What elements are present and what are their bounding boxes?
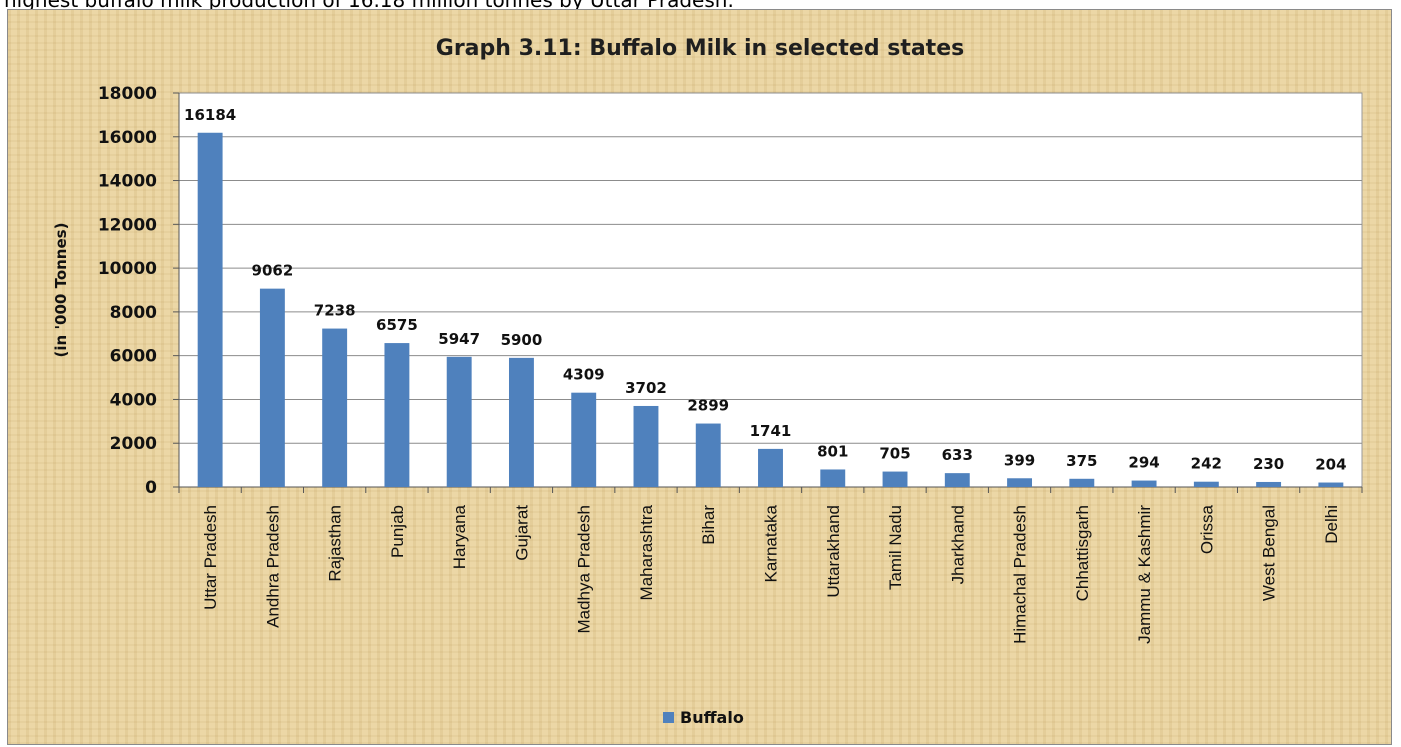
data-label: 7238 <box>314 302 356 320</box>
legend-swatch <box>663 712 674 723</box>
bar <box>197 132 223 487</box>
y-tick-label: 14000 <box>98 172 157 192</box>
y-axis-label: (in '000 Tonnes) <box>52 223 70 358</box>
data-label: 294 <box>1128 454 1159 472</box>
data-label: 16184 <box>184 106 236 124</box>
bar <box>1131 480 1157 487</box>
category-label: Bihar <box>699 505 718 545</box>
bar <box>633 405 659 487</box>
y-tick-label: 10000 <box>98 259 157 279</box>
data-label: 375 <box>1066 452 1097 470</box>
y-tick-label: 0 <box>145 478 157 498</box>
data-label: 633 <box>942 446 973 464</box>
bar <box>384 343 410 487</box>
category-label: Punjab <box>388 505 407 558</box>
data-label: 1741 <box>750 422 792 440</box>
bar <box>259 288 285 487</box>
y-tick-label: 18000 <box>98 84 157 104</box>
chart-title: Graph 3.11: Buffalo Milk in selected sta… <box>436 36 964 61</box>
category-label: West Bengal <box>1260 505 1279 601</box>
legend: Buffalo <box>663 708 744 727</box>
bar <box>508 357 534 487</box>
category-label: Delhi <box>1322 505 1341 544</box>
category-label: Tamil Nadu <box>886 505 905 590</box>
y-tick-label: 12000 <box>98 215 157 235</box>
category-label: Andhra Pradesh <box>263 505 282 628</box>
y-tick-label: 4000 <box>110 390 157 410</box>
category-label: Rajasthan <box>326 505 345 582</box>
bar <box>1069 478 1095 487</box>
category-label: Uttarakhand <box>824 505 843 598</box>
bar <box>1256 481 1282 487</box>
y-tick-label: 6000 <box>110 347 157 367</box>
bar <box>446 356 472 487</box>
x-axis: Uttar Pradesh Andhra Pradesh Rajasthan Punj… <box>178 487 1363 644</box>
category-label: Himachal Pradesh <box>1011 505 1030 644</box>
category-label: Chhattisgarh <box>1073 505 1092 601</box>
bar <box>1193 481 1219 487</box>
data-label: 705 <box>879 445 910 463</box>
bar <box>820 469 846 487</box>
y-tick-label: 16000 <box>98 128 157 148</box>
bar <box>322 328 348 487</box>
category-label: Orissa <box>1197 504 1216 554</box>
data-label: 801 <box>817 442 848 460</box>
bars <box>197 132 1344 487</box>
data-labels: 16184 9062 7238 6575 5947 5900 4309 3702 2899 174… <box>184 106 1346 474</box>
data-label: 3702 <box>625 379 667 397</box>
data-label: 6575 <box>376 316 418 334</box>
category-label: Haryana <box>450 504 469 569</box>
plot-area <box>178 92 1363 488</box>
legend-label: Buffalo <box>680 708 744 727</box>
data-label: 204 <box>1315 456 1346 474</box>
category-label: Jammu & Kashmir <box>1135 505 1154 644</box>
data-label: 4309 <box>563 366 605 384</box>
data-label: 9062 <box>252 262 294 280</box>
data-label: 399 <box>1004 451 1035 469</box>
bar <box>882 471 908 487</box>
gridlines <box>179 92 1362 444</box>
category-label: Gujarat <box>512 505 531 561</box>
bar <box>695 423 721 487</box>
category-label: Karnataka <box>762 504 781 582</box>
category-label: Uttar Pradesh <box>201 505 220 610</box>
bar <box>571 392 597 487</box>
data-label: 5900 <box>501 331 543 349</box>
bar <box>758 448 783 487</box>
bar <box>944 473 970 487</box>
data-label: 230 <box>1253 455 1284 473</box>
data-label: 2899 <box>687 397 729 415</box>
y-tick-label: 8000 <box>110 303 157 323</box>
bar <box>1007 478 1033 487</box>
y-tick-label: 2000 <box>110 434 157 454</box>
category-label: Jharkhand <box>948 505 967 584</box>
category-label: Maharashtra <box>637 504 656 600</box>
bar <box>1318 482 1344 487</box>
data-label: 5947 <box>438 330 480 348</box>
data-label: 242 <box>1191 455 1222 473</box>
category-label: Madhya Pradesh <box>575 505 594 634</box>
